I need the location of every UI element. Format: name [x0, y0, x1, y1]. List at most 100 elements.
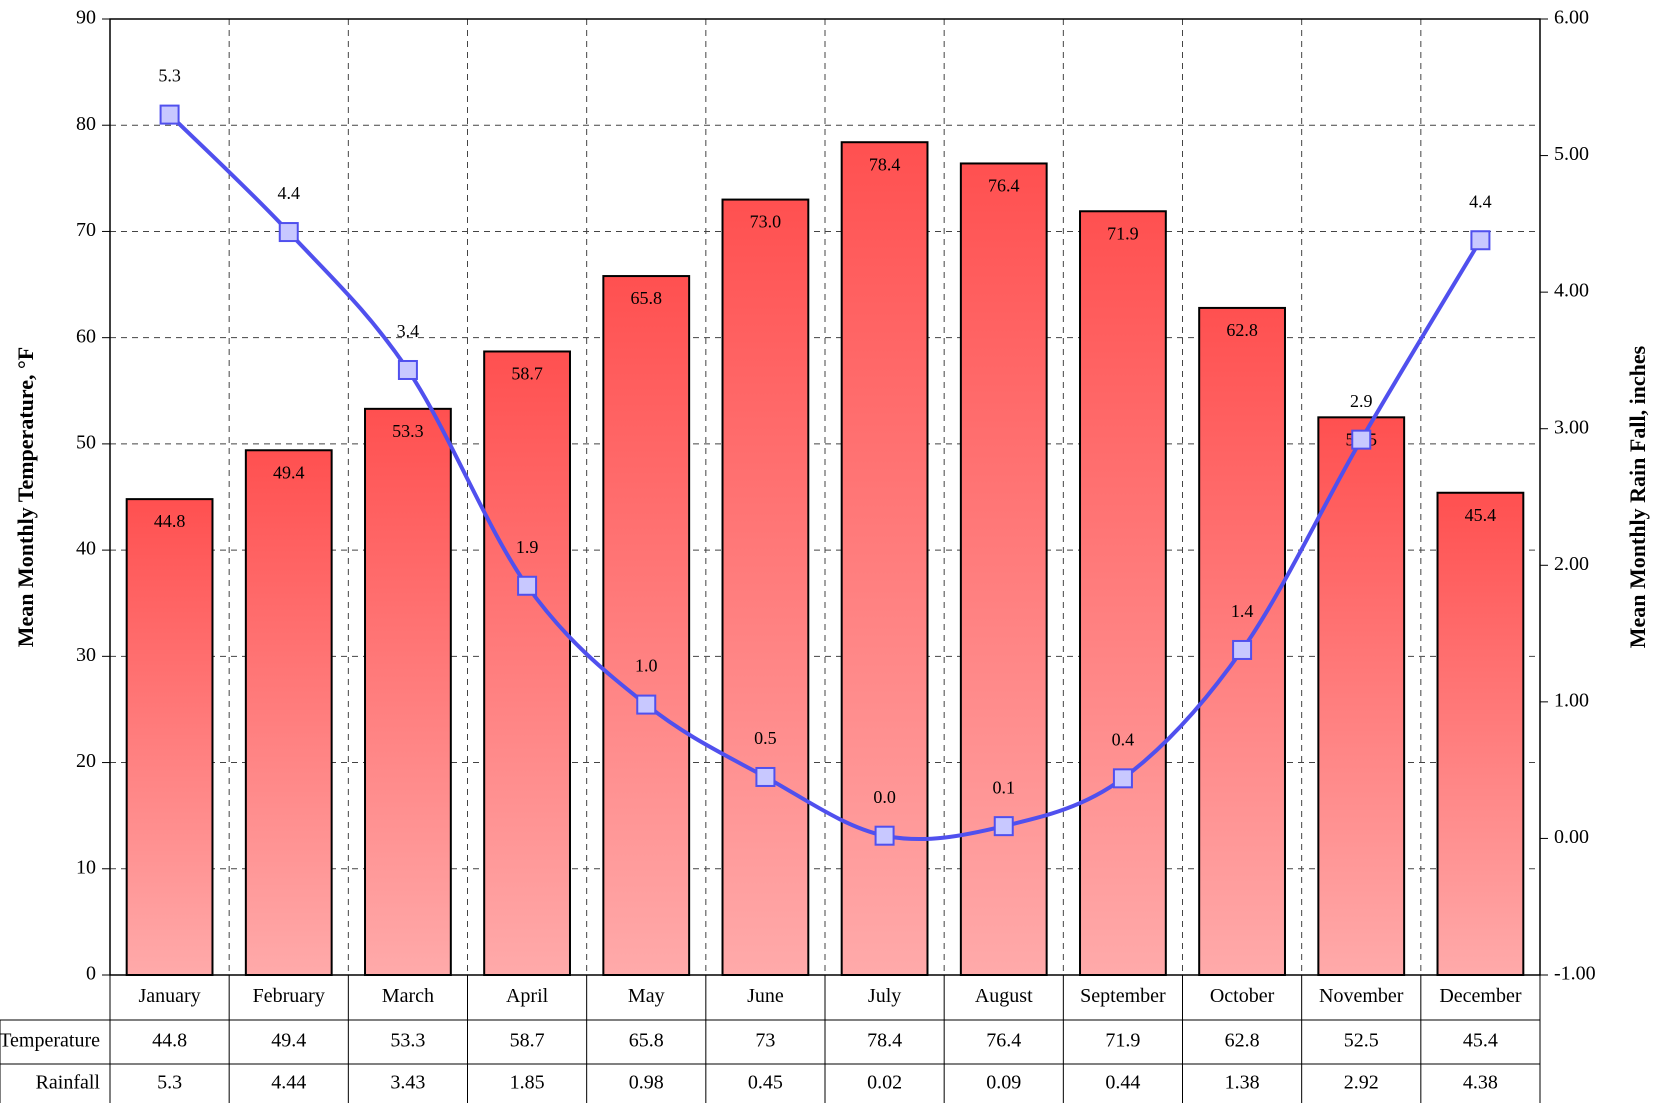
y2-tick-label: 4.00 — [1554, 280, 1589, 302]
y2-tick-label: 3.00 — [1554, 416, 1589, 438]
bar — [840, 141, 929, 976]
bar-value-label: 45.4 — [1465, 505, 1497, 525]
bar — [1317, 416, 1406, 977]
y2-tick-label: 6.00 — [1554, 7, 1589, 29]
bar — [125, 498, 214, 976]
line-value-label: 1.4 — [1231, 601, 1254, 621]
bar-value-label: 73.0 — [750, 212, 782, 232]
line-marker — [755, 766, 776, 787]
table-cell: 44.8 — [152, 1030, 187, 1052]
table-cell: 45.4 — [1463, 1030, 1498, 1052]
x-tick-label: January — [138, 985, 200, 1007]
y-tick-label: 30 — [76, 644, 96, 666]
table-cell: 1.38 — [1225, 1072, 1260, 1094]
line-value-label: 0.1 — [993, 777, 1016, 797]
line-value-label: 3.4 — [397, 321, 420, 341]
y-tick-label: 80 — [76, 113, 96, 135]
line-marker — [874, 825, 895, 846]
table-cell: 4.38 — [1463, 1072, 1498, 1094]
line-marker — [159, 104, 180, 125]
bar — [364, 407, 452, 976]
x-tick-label: August — [975, 985, 1033, 1007]
y-tick-label: 70 — [76, 219, 96, 241]
line-value-label: 4.4 — [278, 183, 301, 203]
bar — [959, 162, 1048, 976]
line-marker — [1351, 429, 1372, 450]
line-marker — [517, 575, 538, 596]
line-marker — [1232, 639, 1253, 660]
table-cell: 4.44 — [271, 1072, 306, 1094]
y-tick-label: 0 — [86, 963, 96, 985]
line-value-label: 4.4 — [1469, 191, 1492, 211]
bar — [721, 198, 810, 977]
bar-value-label: 53.3 — [392, 421, 424, 441]
table-cell: 0.44 — [1105, 1072, 1140, 1094]
line-marker — [397, 359, 418, 380]
y2-tick-label: -1.00 — [1554, 963, 1596, 985]
bar — [483, 350, 571, 976]
line-value-label: 1.0 — [635, 656, 658, 676]
y-axis-title: Mean Monthly Temperature, °F — [13, 347, 38, 647]
table-cell: 3.43 — [390, 1072, 425, 1094]
line-marker — [636, 694, 657, 715]
y2-tick-label: 5.00 — [1554, 143, 1589, 165]
x-tick-label: July — [868, 985, 901, 1007]
table-cell: 0.09 — [986, 1072, 1021, 1094]
table-cell: 71.9 — [1105, 1030, 1140, 1052]
x-tick-label: December — [1439, 985, 1522, 1007]
bar-value-label: 44.8 — [154, 511, 186, 531]
x-tick-label: November — [1319, 985, 1404, 1007]
table-cell: 78.4 — [867, 1030, 902, 1052]
line-value-label: 0.4 — [1112, 729, 1135, 749]
x-tick-label: September — [1080, 985, 1166, 1007]
bar-value-label: 71.9 — [1107, 223, 1139, 243]
x-tick-label: February — [253, 985, 325, 1007]
y-tick-label: 20 — [76, 750, 96, 772]
table-cell: 53.3 — [390, 1030, 425, 1052]
line-value-label: 1.9 — [516, 537, 539, 557]
table-cell: 76.4 — [986, 1030, 1021, 1052]
table-row-header: Temperature — [0, 1030, 100, 1052]
table-cell: 1.85 — [510, 1072, 545, 1094]
line — [168, 113, 1483, 842]
bar-value-label: 49.4 — [273, 462, 305, 482]
x-tick-label: April — [506, 985, 549, 1007]
bar-value-label: 62.8 — [1226, 320, 1258, 340]
table-cell: 73 — [755, 1030, 775, 1052]
y-tick-label: 90 — [76, 7, 96, 29]
bar — [602, 275, 691, 976]
line-marker — [993, 816, 1014, 837]
x-tick-label: March — [382, 985, 434, 1007]
table-cell: 0.98 — [629, 1072, 664, 1094]
bar-value-label: 78.4 — [869, 154, 901, 174]
line-marker — [278, 222, 299, 243]
y-tick-label: 50 — [76, 431, 96, 453]
line-marker — [1112, 768, 1133, 789]
x-tick-label: May — [628, 985, 665, 1007]
table-cell: 52.5 — [1344, 1030, 1379, 1052]
y2-tick-label: 0.00 — [1554, 826, 1589, 848]
y2-axis-title: Mean Monthly Rain Fall, inches — [1625, 345, 1650, 648]
line-value-label: 0.0 — [873, 787, 896, 807]
bar — [244, 449, 333, 976]
table-cell: 5.3 — [157, 1072, 182, 1094]
bar-value-label: 65.8 — [631, 288, 663, 308]
bar — [1436, 491, 1525, 976]
table-cell: 49.4 — [271, 1030, 306, 1052]
line-value-label: 5.3 — [158, 66, 181, 86]
y-tick-label: 40 — [76, 538, 96, 560]
y2-tick-label: 2.00 — [1554, 553, 1589, 575]
table-cell: 65.8 — [629, 1030, 664, 1052]
x-tick-label: June — [747, 985, 784, 1007]
line-marker — [1470, 230, 1491, 251]
table-cell: 58.7 — [510, 1030, 545, 1052]
line-value-label: 0.5 — [754, 728, 777, 748]
y-tick-label: 10 — [76, 856, 96, 878]
y-tick-label: 60 — [76, 325, 96, 347]
table-cell: 0.45 — [748, 1072, 783, 1094]
bar-value-label: 76.4 — [988, 176, 1020, 196]
table-cell: 0.02 — [867, 1072, 902, 1094]
bar-value-label: 58.7 — [511, 364, 543, 384]
x-tick-label: October — [1210, 985, 1275, 1007]
table-row-header: Rainfall — [36, 1072, 101, 1094]
